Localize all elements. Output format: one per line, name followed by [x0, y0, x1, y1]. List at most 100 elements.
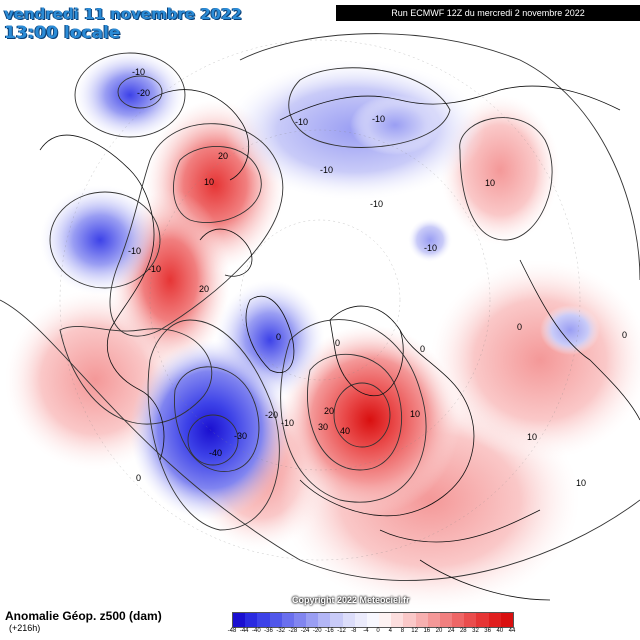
color-scale-label: -12	[337, 628, 346, 634]
contour-label: 0	[622, 330, 627, 340]
contour-label: -20	[137, 88, 150, 98]
copyright-notice: Copyright 2022 Meteociel.fr	[292, 595, 410, 605]
contour-label: 0	[136, 473, 141, 483]
contour-label: 10	[485, 178, 495, 188]
contour-path	[109, 123, 284, 337]
color-scale-swatch	[269, 613, 282, 627]
contour-ring	[117, 75, 163, 109]
anomaly-shading	[5, 50, 640, 610]
contour-path	[280, 319, 427, 503]
color-scale-swatch	[415, 613, 428, 627]
contour-path	[239, 33, 640, 281]
contour-label: 10	[204, 177, 214, 187]
forecast-time: 13:00 locale	[4, 23, 121, 43]
color-scale-swatch	[464, 613, 477, 627]
coast-mediterranean	[379, 509, 541, 543]
field-legend: Anomalie Géop. z500 (dam) (+216h)	[5, 609, 162, 633]
coast-africa	[419, 559, 551, 601]
contour-labels: -10 -20 -10 -10 -10 -10 -10 -10 -10 20 1…	[128, 67, 627, 488]
coast-asia-east	[519, 259, 640, 421]
trough-hudson	[350, 95, 440, 155]
color-scale-label: 44	[508, 628, 516, 634]
contour-label: 20	[199, 284, 209, 294]
color-scale-label: 12	[411, 628, 418, 634]
color-scale-label: 4	[388, 628, 392, 634]
contour-path	[459, 117, 553, 241]
contour-ring	[74, 52, 186, 138]
color-scale-swatch	[366, 613, 380, 627]
color-scale-label: -20	[312, 628, 322, 634]
color-scale-label: 8	[400, 628, 405, 634]
trough-north-pacific	[40, 185, 160, 295]
contour-ring	[187, 414, 239, 466]
contour-ring	[333, 382, 391, 448]
contour-label: -10	[320, 165, 333, 175]
color-scale-label: -4	[363, 628, 369, 634]
ridge-scandinavia	[280, 325, 460, 515]
color-scale-label: 0	[376, 628, 380, 634]
small-blue-central-asia	[408, 218, 452, 262]
color-scale-label: 40	[496, 628, 504, 634]
field-title: Anomalie Géop. z500 (dam)	[5, 609, 162, 623]
color-scale-swatch	[330, 613, 343, 627]
color-scale-swatch	[427, 613, 440, 627]
contour-label: 40	[340, 426, 350, 436]
color-scale-swatch	[257, 613, 270, 627]
coast-scandinavia	[329, 305, 404, 397]
contour-label: -10	[424, 243, 437, 253]
contour-label: 0	[420, 344, 425, 354]
trough-north-atlantic	[130, 340, 290, 520]
color-scale-bar	[232, 612, 514, 628]
color-scale-label: 16	[423, 628, 431, 634]
color-scale-swatch	[452, 613, 465, 627]
forecast-date: vendredi 11 novembre 2022	[4, 5, 242, 23]
color-scale-swatch	[500, 613, 513, 627]
contour-label: -10	[132, 67, 145, 77]
color-scale-label: 28	[459, 628, 467, 634]
contour-label: 10	[576, 478, 586, 488]
color-scale-label: -8	[351, 628, 357, 634]
latitude-circle	[59, 39, 581, 561]
color-scale-swatch	[379, 613, 392, 627]
coast-siberia	[279, 85, 621, 121]
contour-label: -10	[295, 117, 308, 127]
color-scale-label: -24	[300, 628, 310, 634]
map-title: vendredi 11 novembre 2022 13:00 locale	[4, 5, 242, 44]
color-scale-swatch	[342, 613, 355, 627]
contour-path	[173, 146, 262, 224]
color-scale-label: -36	[264, 628, 273, 634]
contour-path	[307, 354, 402, 471]
color-scale-swatch	[245, 613, 258, 627]
contour-lines	[0, 33, 640, 581]
coast-north-america	[39, 134, 165, 461]
contour-label: -10	[148, 264, 161, 274]
contour-label: 20	[218, 151, 228, 161]
color-scale-label: 20	[435, 628, 443, 634]
latitude-circle	[239, 219, 401, 381]
color-scale-swatch	[391, 613, 404, 627]
contour-label: 0	[335, 338, 340, 348]
contour-label: 20	[324, 406, 334, 416]
contour-label: -40	[209, 448, 222, 458]
lead-time: (+216h)	[9, 623, 41, 633]
coast-europe	[299, 329, 475, 517]
color-scale-swatch	[476, 613, 489, 627]
color-scale-swatch	[281, 613, 294, 627]
model-run-banner: Run ECMWF 12Z du mercredi 2 novembre 202…	[336, 5, 640, 21]
color-scale-label: -40	[252, 628, 261, 634]
color-scale-swatch	[403, 613, 416, 627]
latitude-circle	[149, 129, 491, 471]
trough-bering	[75, 50, 185, 140]
color-scale-label: 32	[472, 628, 479, 634]
graticule	[59, 39, 581, 561]
coastlines	[39, 85, 640, 601]
color-scale-label: 36	[484, 628, 491, 634]
contour-label: 10	[527, 432, 537, 442]
color-scale-swatch	[318, 613, 331, 627]
color-scale-label: -48	[227, 628, 237, 634]
color-scale-label: -28	[288, 628, 298, 634]
coast-canada-archipelago	[199, 228, 253, 277]
contour-path	[174, 366, 260, 472]
small-blue-east-asia	[540, 305, 600, 355]
